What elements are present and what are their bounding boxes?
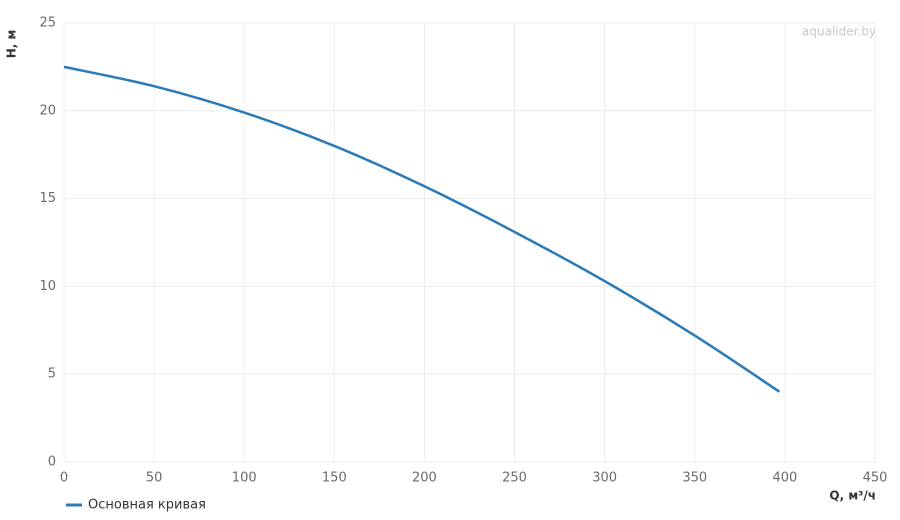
- x-tick-label: 100: [232, 471, 257, 486]
- y-tick-label: 5: [48, 367, 56, 382]
- x-tick-label: 50: [146, 471, 163, 486]
- legend-label: Основная кривая: [88, 498, 206, 513]
- y-tick-label: 10: [39, 279, 56, 294]
- x-tick-label: 400: [772, 471, 797, 486]
- x-tick-label: 150: [322, 471, 347, 486]
- watermark: aqualider.by: [802, 25, 876, 39]
- y-tick-label: 15: [39, 191, 56, 206]
- x-tick-label: 200: [412, 471, 437, 486]
- y-axis-label: H, м: [5, 30, 19, 59]
- x-tick-label: 350: [682, 471, 707, 486]
- x-tick-label: 300: [592, 471, 617, 486]
- y-tick-label: 20: [39, 103, 56, 118]
- x-tick-label: 0: [60, 471, 68, 486]
- data-line: [63, 65, 781, 393]
- x-axis-label: Q, м³/ч: [829, 489, 876, 503]
- y-tick-label: 0: [48, 455, 56, 470]
- y-tick-label: 25: [39, 16, 56, 31]
- x-tick-label: 450: [863, 471, 888, 486]
- x-tick-label: 250: [502, 471, 527, 486]
